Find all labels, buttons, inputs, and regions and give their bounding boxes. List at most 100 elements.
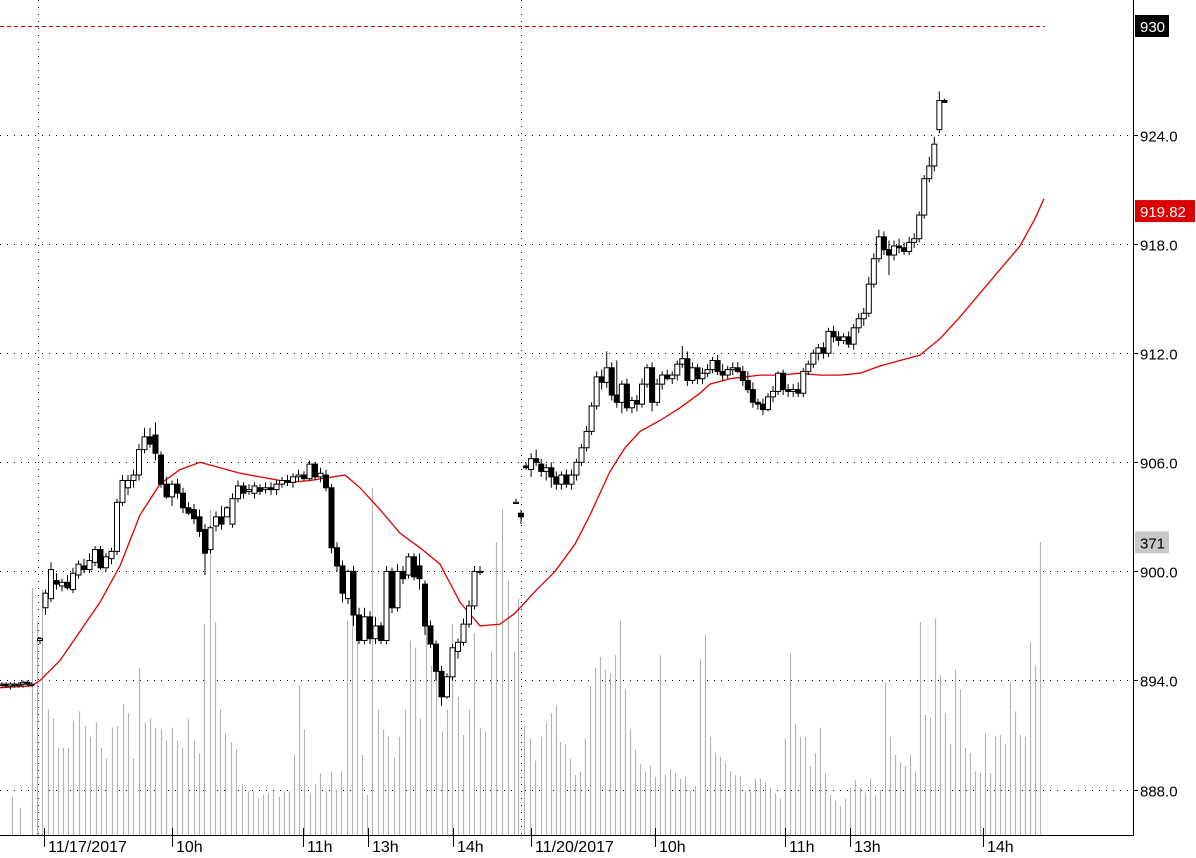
candle-body xyxy=(92,549,98,563)
candle xyxy=(323,469,329,492)
candle-body xyxy=(845,336,852,345)
x-tick-label: 14h xyxy=(457,839,484,856)
candle-body xyxy=(785,389,792,392)
candle xyxy=(911,233,918,248)
candle-body xyxy=(224,507,230,518)
candle xyxy=(775,371,782,396)
candle-body xyxy=(427,625,434,645)
candle-body xyxy=(185,507,192,514)
candle-body xyxy=(891,245,897,256)
candle xyxy=(694,364,701,385)
candle-body xyxy=(709,360,716,371)
candle-body xyxy=(825,330,832,354)
y-tick-label: 912.0 xyxy=(1140,347,1178,364)
candle xyxy=(608,362,615,401)
candle xyxy=(649,362,656,412)
candle-body xyxy=(664,374,671,380)
candle xyxy=(568,469,575,490)
price-flag: 919.82 xyxy=(1135,200,1195,223)
candle xyxy=(460,618,467,646)
candle-body xyxy=(694,367,701,380)
candle xyxy=(875,229,882,263)
candle-body xyxy=(323,474,329,489)
candle-body xyxy=(350,570,357,616)
candle xyxy=(141,427,148,454)
candle-body xyxy=(770,390,777,398)
candle xyxy=(42,589,49,616)
candle-body xyxy=(53,579,60,585)
candle-body xyxy=(86,559,93,571)
candle-body xyxy=(538,463,545,472)
price-flag-label: 930 xyxy=(1140,19,1165,36)
candle xyxy=(916,211,923,243)
candle-body xyxy=(416,565,423,580)
candle xyxy=(744,371,751,394)
candle-body xyxy=(835,336,842,342)
candle-body xyxy=(855,318,862,329)
candle-body xyxy=(533,458,540,463)
candle-body xyxy=(880,236,887,251)
candle-body xyxy=(623,383,630,409)
x-tick-label: 11h xyxy=(789,839,815,856)
candle xyxy=(92,545,98,566)
candle xyxy=(860,307,867,326)
candle xyxy=(240,482,247,499)
candle xyxy=(835,331,842,346)
candle xyxy=(378,622,384,645)
candle-body xyxy=(901,247,908,252)
candle-body xyxy=(906,241,913,252)
candle-body xyxy=(460,623,467,643)
candle-body xyxy=(659,374,666,385)
candle xyxy=(518,509,525,525)
price-flag: 930 xyxy=(1135,14,1169,37)
candle-body xyxy=(628,400,635,409)
candle xyxy=(563,469,570,488)
candle-body xyxy=(246,489,252,492)
candle-body xyxy=(780,372,787,391)
candle-body xyxy=(850,327,857,345)
y-tick-label: 924.0 xyxy=(1140,129,1178,146)
candle xyxy=(603,351,610,388)
candle xyxy=(654,378,661,406)
candle-body xyxy=(141,436,148,451)
moving-average xyxy=(0,198,1045,689)
candle-body xyxy=(268,487,274,491)
candle-body xyxy=(383,570,390,641)
candle-body xyxy=(795,389,802,394)
candle xyxy=(734,362,741,374)
candle xyxy=(152,422,159,461)
candle xyxy=(538,458,545,477)
candle xyxy=(24,680,31,686)
candle-body xyxy=(389,570,395,609)
candle-body xyxy=(759,403,766,411)
candle xyxy=(533,449,540,466)
candle xyxy=(528,453,535,477)
candle xyxy=(800,367,807,397)
candle xyxy=(613,360,620,408)
candle-body xyxy=(64,581,71,589)
candle xyxy=(158,451,164,488)
candle xyxy=(169,480,175,506)
candle xyxy=(820,342,827,359)
candle xyxy=(825,327,832,357)
candle xyxy=(7,682,14,690)
candle-body xyxy=(75,563,82,576)
candle-body xyxy=(936,100,943,131)
candle-body xyxy=(108,550,115,560)
candle xyxy=(15,682,22,688)
candle xyxy=(119,475,126,506)
candle-body xyxy=(28,683,35,686)
candle-body xyxy=(916,214,923,240)
candle-body xyxy=(749,389,756,403)
candle-body xyxy=(548,467,555,478)
candle xyxy=(674,360,681,381)
candle-body xyxy=(191,509,197,520)
candle-body xyxy=(284,479,291,483)
candle-body xyxy=(251,485,258,494)
candle-body xyxy=(563,474,570,485)
candle xyxy=(235,480,241,503)
candle-body xyxy=(689,367,696,382)
candle xyxy=(125,475,131,496)
candle xyxy=(709,356,716,374)
candle xyxy=(339,560,346,603)
